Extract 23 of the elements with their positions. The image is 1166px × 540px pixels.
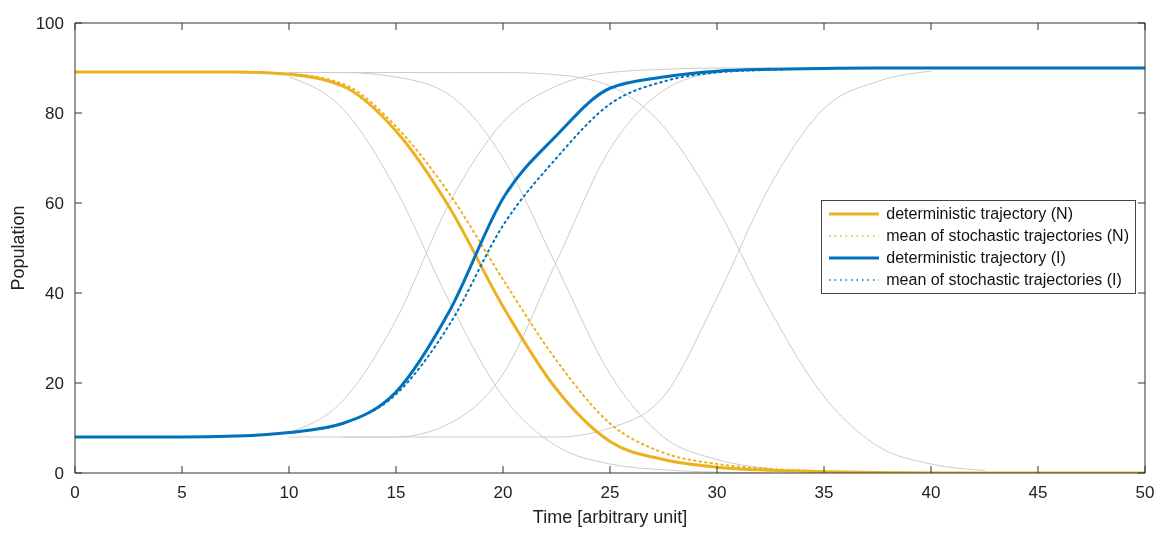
x-axis-title: Time [arbitrary unit] [532, 507, 688, 527]
y-tick-label: 40 [45, 284, 64, 304]
x-tick-label: 30 [707, 483, 727, 503]
y-tick-label: 0 [54, 464, 64, 484]
x-tick-label: 45 [1028, 483, 1048, 503]
x-tick-label: 50 [1135, 483, 1155, 503]
x-tick-label: 40 [921, 483, 941, 503]
x-tick-label: 35 [814, 483, 834, 503]
legend-label: deterministic trajectory (N) [886, 204, 1073, 224]
x-tick-label: 10 [279, 483, 299, 503]
x-tick-label: 15 [386, 483, 406, 503]
x-tick-label: 0 [70, 483, 80, 503]
legend-label: mean of stochastic trajectories (N) [886, 226, 1129, 246]
y-tick-label: 20 [45, 374, 64, 394]
x-tick-label: 5 [177, 483, 187, 503]
legend-label: mean of stochastic trajectories (I) [886, 270, 1122, 290]
y-tick-label: 100 [35, 14, 64, 34]
legend-label: deterministic trajectory (I) [886, 248, 1066, 268]
y-tick-label: 60 [45, 194, 64, 214]
y-axis-title: Population [8, 205, 29, 291]
y-tick-label: 80 [45, 104, 64, 124]
x-tick-label: 20 [493, 483, 513, 503]
x-tick-label: 25 [600, 483, 620, 503]
